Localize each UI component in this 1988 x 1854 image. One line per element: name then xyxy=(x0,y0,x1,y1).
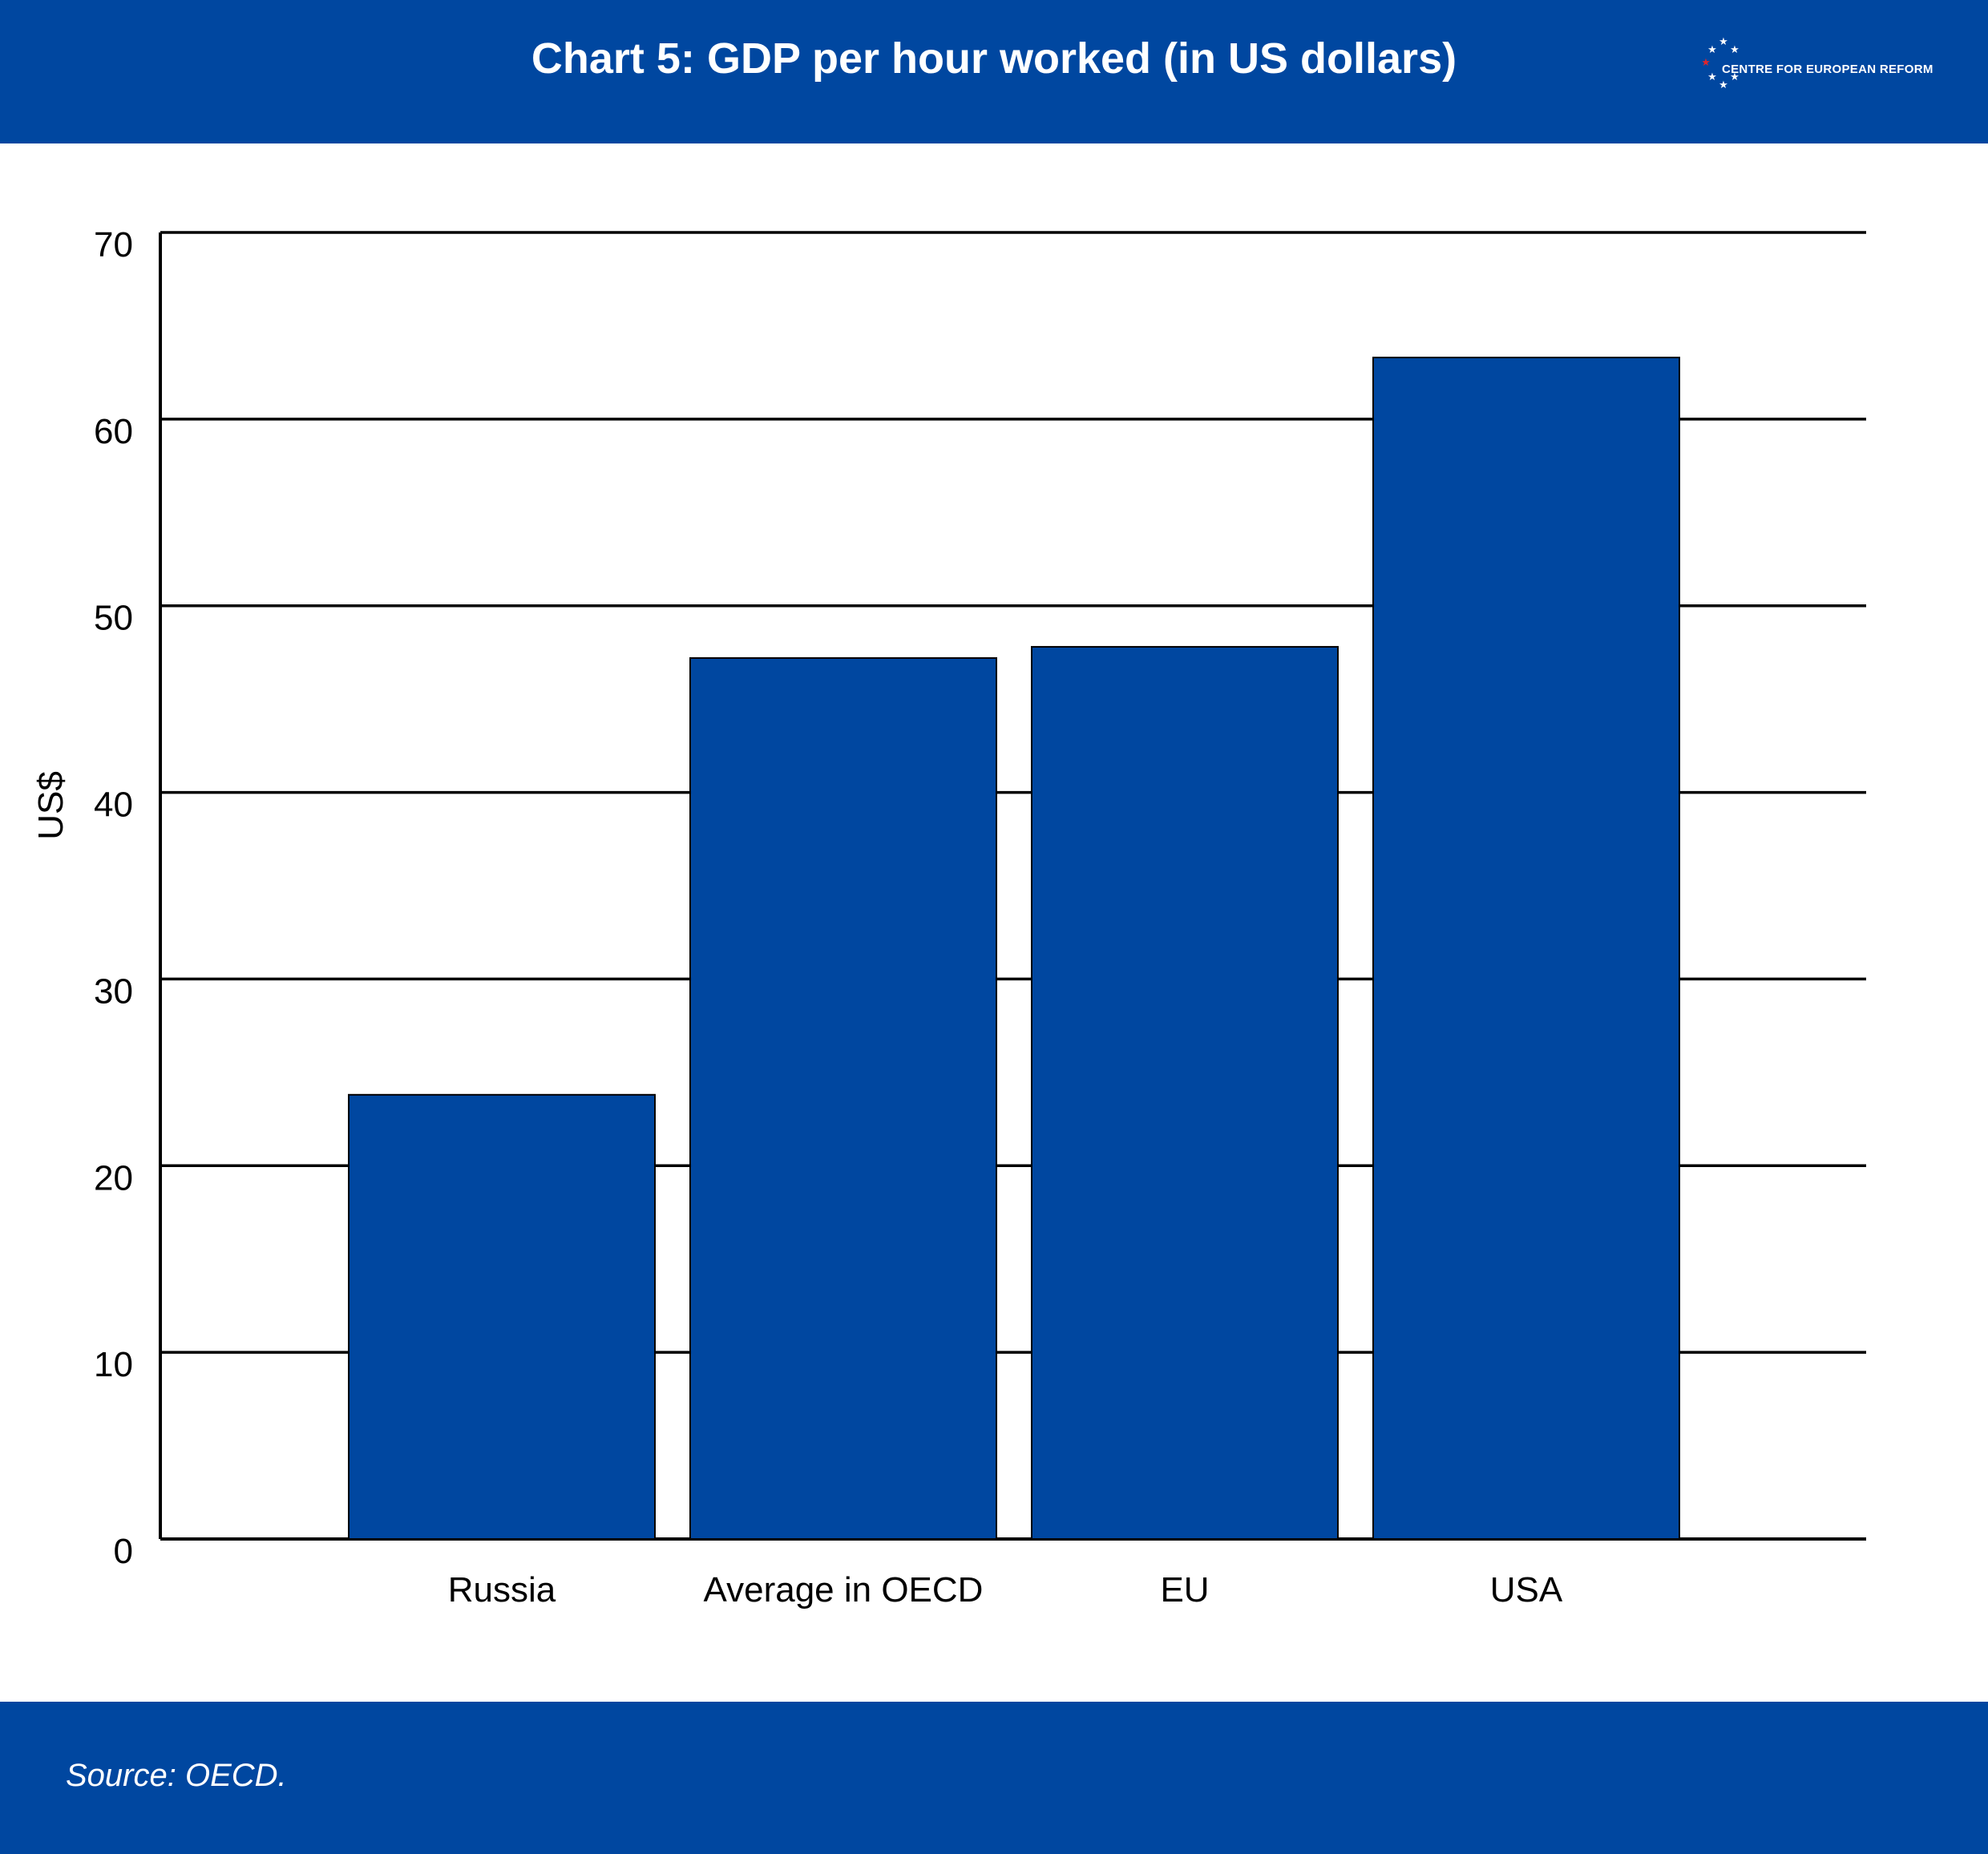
chart-title: Chart 5: GDP per hour worked (in US doll… xyxy=(531,34,1457,83)
x-category-label: Russia xyxy=(448,1570,556,1610)
y-tick-labels: 0 10 20 30 40 50 60 70 xyxy=(94,225,133,1571)
y-axis-title: US$ xyxy=(31,771,71,840)
bar-usa xyxy=(1372,357,1680,1540)
x-category-label: USA xyxy=(1490,1570,1563,1610)
bar-eu xyxy=(1031,645,1339,1540)
y-tick-label: 10 xyxy=(94,1345,133,1384)
y-tick-label: 30 xyxy=(94,971,133,1011)
svg-text:★: ★ xyxy=(1730,43,1740,55)
star-ring-icon: ★ ★ ★ ★ ★ ★ ★ xyxy=(1703,35,1740,91)
y-tick-label: 60 xyxy=(94,412,133,451)
svg-text:★: ★ xyxy=(1719,79,1728,91)
y-tick-label: 20 xyxy=(94,1158,133,1198)
y-tick-label: 50 xyxy=(94,599,133,638)
logo-text: CENTRE FOR EUROPEAN REFORM xyxy=(1722,63,1933,76)
x-category-label: Average in OECD xyxy=(704,1570,984,1610)
bars xyxy=(348,357,1680,1541)
svg-text:★: ★ xyxy=(1703,56,1711,68)
bar-average-in-oecd xyxy=(689,656,997,1540)
svg-text:★: ★ xyxy=(1707,43,1717,55)
chart-footer xyxy=(0,1702,1988,1854)
x-category-label: EU xyxy=(1160,1570,1209,1610)
bar-russia xyxy=(348,1093,656,1541)
y-tick-label: 40 xyxy=(94,786,133,825)
bar-chart: 0 10 20 30 40 50 60 70 Russia Average in OECD EU U… xyxy=(31,225,1866,1610)
y-tick-label: 70 xyxy=(94,225,133,265)
y-tick-label: 0 xyxy=(114,1532,133,1571)
svg-text:★: ★ xyxy=(1730,71,1740,83)
svg-text:★: ★ xyxy=(1707,71,1717,83)
x-category-labels: Russia Average in OECD EU USA xyxy=(448,1570,1563,1610)
svg-text:★: ★ xyxy=(1719,35,1728,47)
cer-logo: ★ ★ ★ ★ ★ ★ ★ xyxy=(1703,35,1740,91)
source-note: Source: OECD. xyxy=(66,1758,287,1793)
chart-header xyxy=(0,0,1988,143)
